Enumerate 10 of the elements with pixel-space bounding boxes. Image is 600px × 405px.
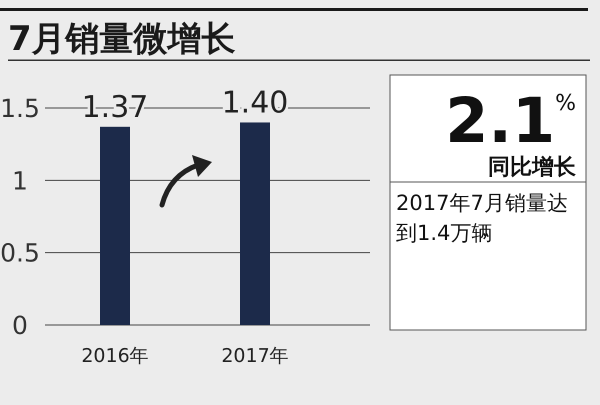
text: 同比增长 bbox=[488, 155, 577, 180]
y-tick-label: 0.5 bbox=[0, 238, 40, 268]
y-tick-label: 1.5 bbox=[0, 94, 40, 123]
chart-title: 7月销量微增长 bbox=[8, 19, 236, 59]
text: 2017年7月销量达到1.4万辆 bbox=[396, 190, 568, 247]
x-tick-label: 2016年 bbox=[81, 345, 149, 367]
y-tick-label: 1 bbox=[12, 166, 28, 196]
y-tick-label: 0 bbox=[12, 311, 28, 340]
x-tick-label: 2017年 bbox=[221, 345, 289, 367]
text: 2.1% bbox=[445, 84, 576, 157]
